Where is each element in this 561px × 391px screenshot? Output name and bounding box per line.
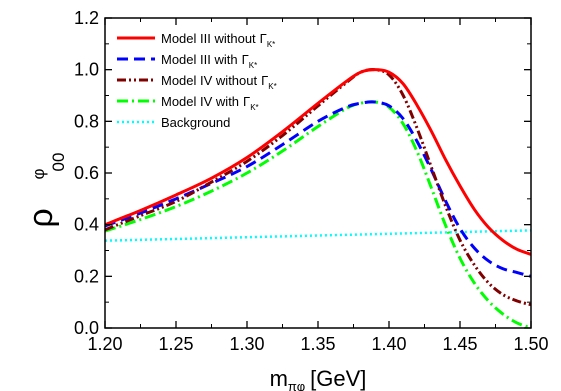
legend-label-model-iv-without: Model IV without ΓK* [161, 73, 277, 91]
legend-gamma-subscript: K* [267, 40, 275, 49]
series-line-model-iii-without [105, 68, 531, 256]
series-line-model-iii-with [105, 100, 531, 278]
x-axis-label-main: m [270, 366, 288, 391]
y-axis-label: ρ φ 00 [22, 153, 68, 228]
x-tick-label: 1.20 [87, 334, 122, 354]
legend-gamma-subscript: K* [268, 82, 276, 91]
x-tick-label: 1.45 [442, 334, 477, 354]
legend-gamma-symbol: Γ [243, 94, 250, 109]
y-tick-label: 0.6 [74, 163, 99, 183]
legend-gamma-subscript: K* [249, 61, 257, 70]
y-tick-label: 0.4 [74, 215, 99, 235]
x-axis-label-sub: πφ [288, 379, 305, 391]
legend-label-model-iii-without: Model III without ΓK* [161, 31, 275, 49]
series-line-model-iv-without [105, 68, 531, 307]
y-tick-label: 0.0 [74, 318, 99, 338]
x-tick-label: 1.40 [371, 334, 406, 354]
legend-gamma-subscript: K* [250, 103, 258, 112]
series-lines [105, 68, 531, 328]
y-axis-label-main: ρ [22, 208, 60, 227]
x-axis-label: mπφ [GeV] [270, 366, 367, 391]
legend-label-background: Background [161, 115, 230, 130]
y-axis-label-sup: φ [29, 168, 48, 179]
x-tick-label: 1.50 [513, 334, 548, 354]
legend-gamma-symbol: Γ [261, 73, 268, 88]
legend-label-model-iii-with: Model III with ΓK* [161, 52, 257, 70]
legend: Model III without ΓK* Model III with ΓK* Mod… [117, 31, 277, 130]
series-line-background [105, 229, 531, 242]
x-tick-label: 1.25 [158, 334, 193, 354]
legend-label-model-iv-with: Model IV with ΓK* [161, 94, 259, 112]
y-tick-label: 1.0 [74, 60, 99, 80]
axis-ticks [104, 17, 532, 329]
x-axis-label-unit: [GeV] [310, 366, 366, 391]
tick-labels: 1.20 1.25 1.30 1.35 1.40 1.45 1.50 0.0 0.2 0.4 0.6… [74, 8, 549, 354]
legend-gamma-symbol: Γ [242, 52, 249, 67]
x-tick-label: 1.35 [300, 334, 335, 354]
y-tick-label: 0.8 [74, 111, 99, 131]
y-axis-label-sub: 00 [49, 153, 68, 172]
series-line-model-iv-with [105, 100, 531, 328]
y-tick-label: 0.2 [74, 266, 99, 286]
x-tick-label: 1.30 [229, 334, 264, 354]
legend-gamma-symbol: Γ [260, 31, 267, 46]
y-tick-label: 1.2 [74, 8, 99, 28]
